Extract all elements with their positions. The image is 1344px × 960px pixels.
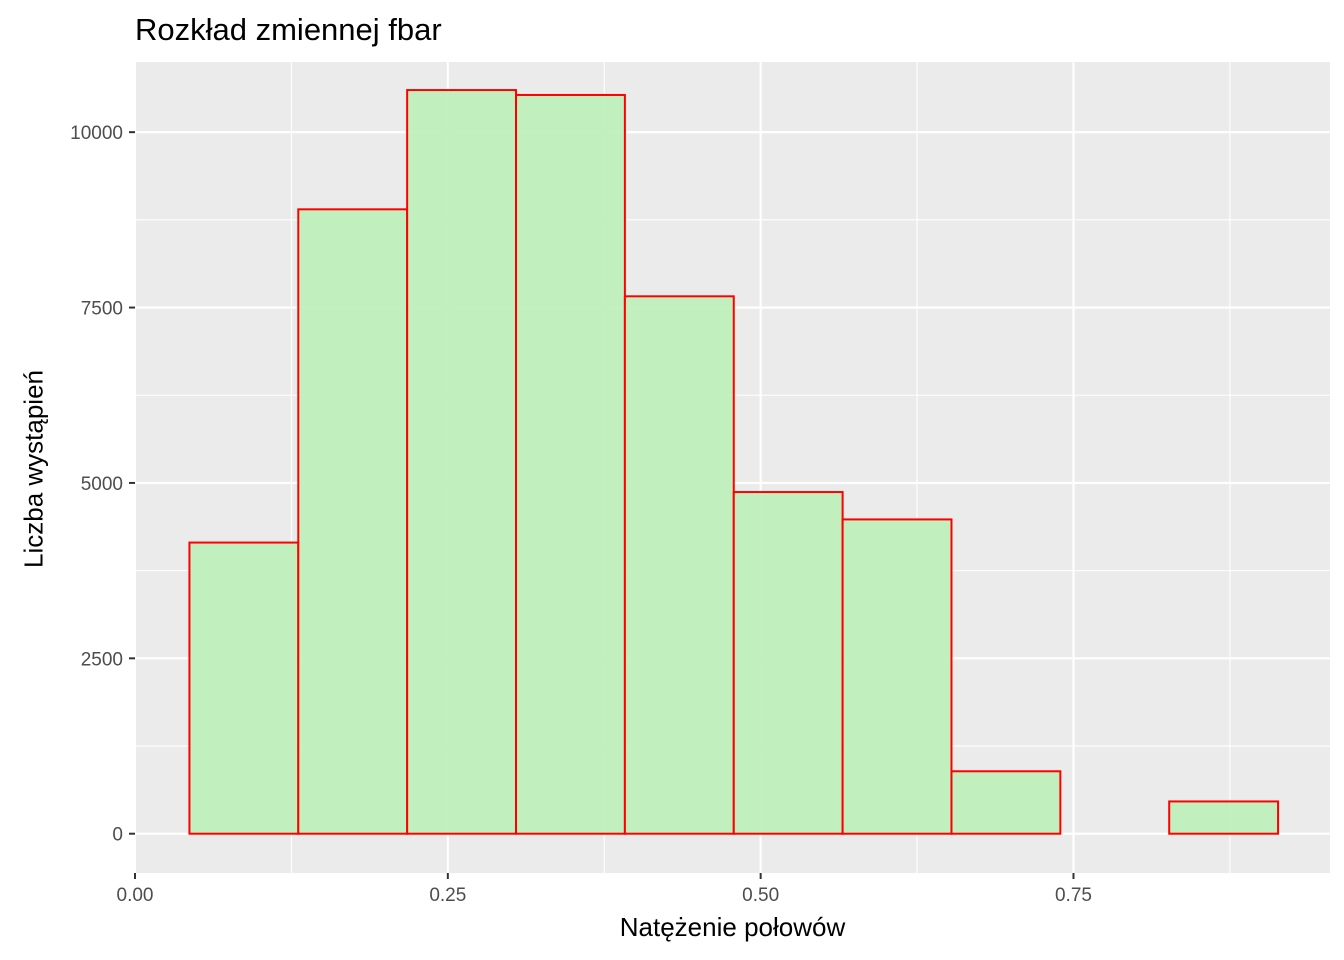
histogram-bar bbox=[297, 208, 409, 835]
histogram-bar bbox=[732, 491, 844, 835]
histogram-bar bbox=[623, 295, 735, 835]
x-axis-title: Natężenie połowów bbox=[619, 912, 846, 942]
axis-ticks bbox=[129, 131, 1075, 879]
histogram-bar bbox=[406, 89, 518, 835]
histogram-bar bbox=[1168, 800, 1280, 835]
x-tick-label: 0.75 bbox=[1055, 885, 1092, 906]
chart-title: Rozkład zmiennej fbar bbox=[135, 12, 442, 47]
y-axis-tick-labels: 0 2500 5000 7500 10000 bbox=[70, 123, 123, 846]
y-tick-label: 5000 bbox=[81, 474, 123, 495]
y-tick-label: 7500 bbox=[81, 299, 123, 320]
histogram-bar bbox=[188, 541, 300, 835]
x-axis-tick-labels: 0.00 0.25 0.50 0.75 bbox=[117, 885, 1092, 906]
y-axis-title: Liczba wystąpień bbox=[18, 370, 49, 568]
x-tick-label: 0.50 bbox=[742, 885, 779, 906]
histogram-bar bbox=[950, 770, 1062, 835]
y-tick-label: 10000 bbox=[70, 123, 123, 144]
histogram-bar bbox=[515, 93, 626, 835]
y-tick-label: 0 bbox=[112, 825, 123, 846]
histogram-bars bbox=[188, 89, 1280, 835]
x-tick-label: 0.00 bbox=[117, 885, 154, 906]
y-tick-label: 2500 bbox=[81, 649, 123, 670]
histogram-bar bbox=[841, 518, 953, 835]
x-tick-label: 0.25 bbox=[429, 885, 466, 906]
